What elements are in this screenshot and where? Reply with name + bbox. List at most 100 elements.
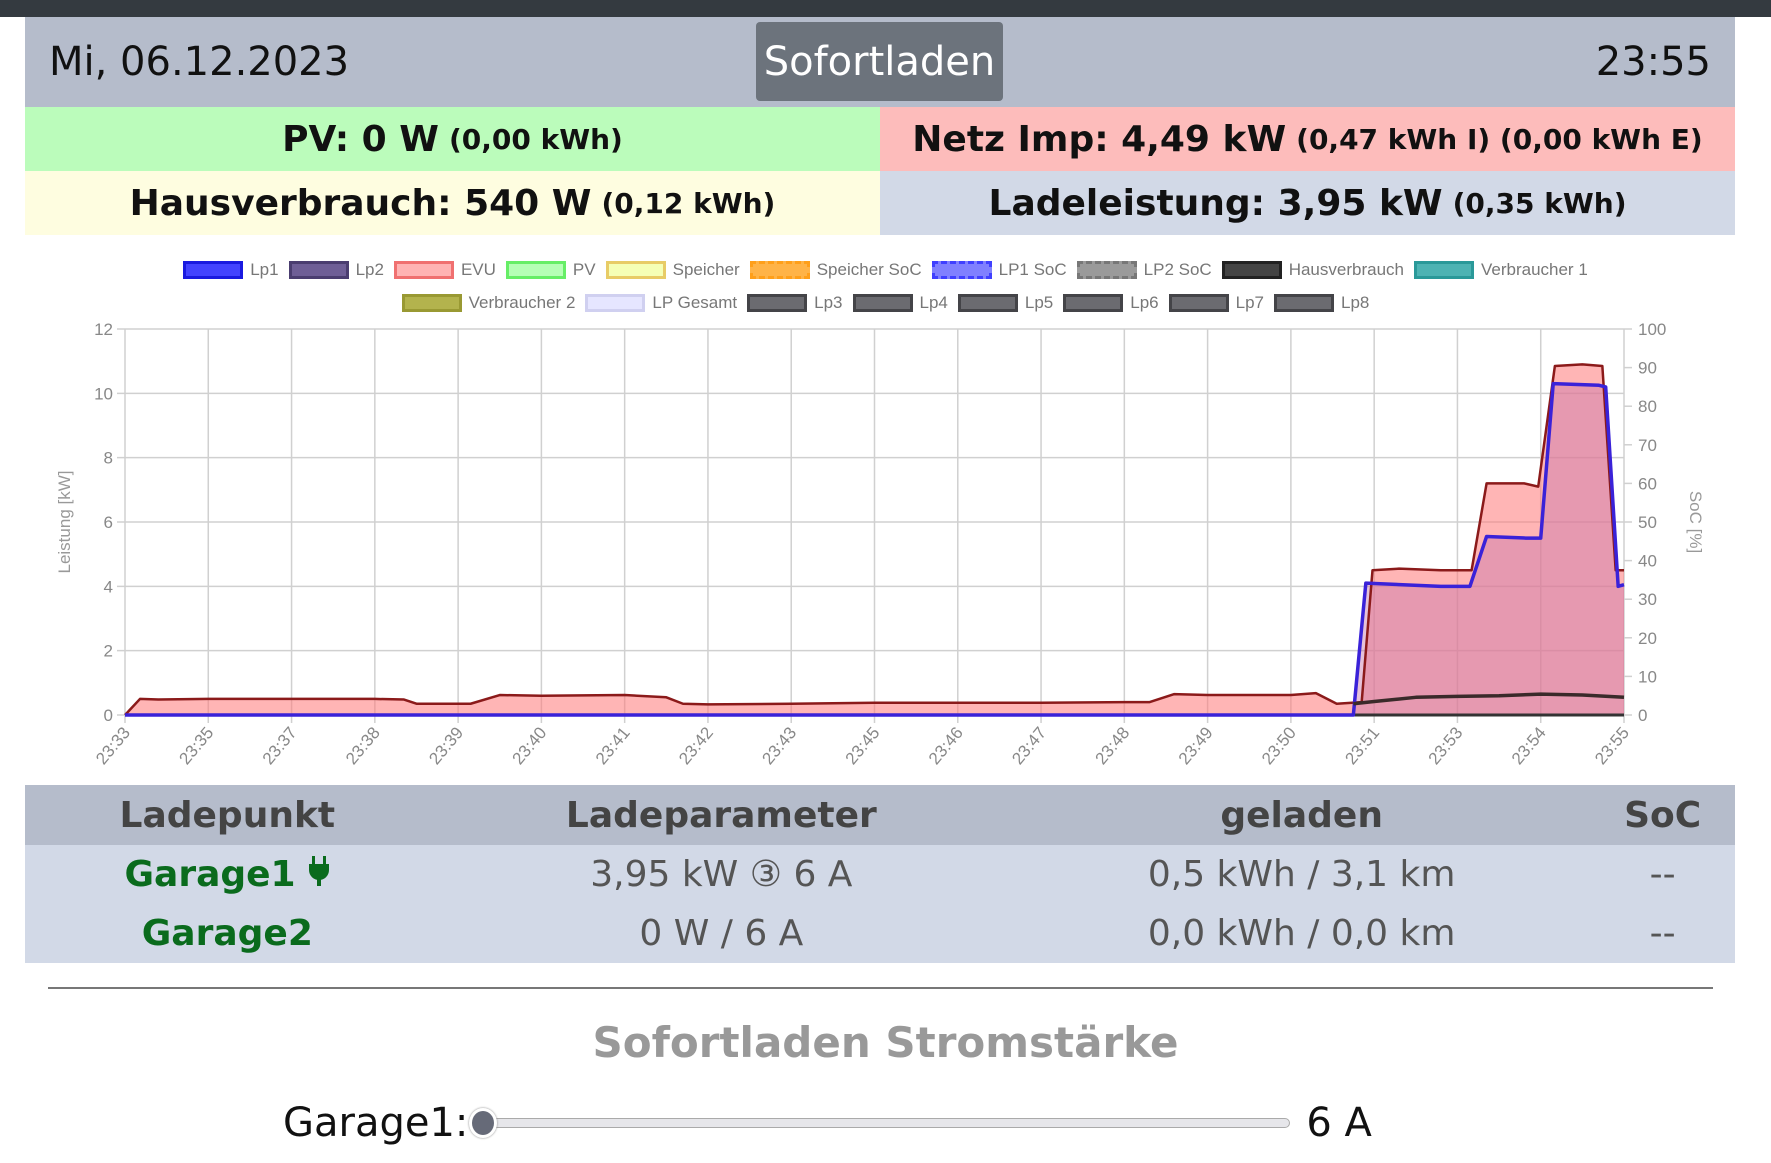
y2-tick-label: 20 <box>1638 629 1657 648</box>
soc-value: -- <box>1590 904 1735 963</box>
y-axis-label: Leistung [kW] <box>55 471 74 574</box>
legend-item[interactable]: LP2 SoC <box>1076 260 1212 280</box>
pv-energy: (0,00 kWh) <box>448 122 623 156</box>
legend-label: Verbraucher 1 <box>1480 260 1588 279</box>
legend-item[interactable]: Verbraucher 2 <box>401 293 576 313</box>
x-tick-label: 23:54 <box>1508 723 1550 768</box>
col-geladen: geladen <box>1013 785 1591 845</box>
legend-item[interactable]: Speicher <box>605 260 740 280</box>
legend-item[interactable]: Lp7 <box>1168 293 1265 313</box>
y2-tick-label: 40 <box>1638 552 1657 571</box>
soc-value: -- <box>1590 845 1735 904</box>
charged-amount: 0,5 kWh / 3,1 km <box>1013 845 1591 904</box>
chargepoint-name[interactable]: Garage1 <box>25 845 430 904</box>
legend-label: Verbraucher 2 <box>468 293 576 312</box>
y2-axis-label: SoC [%] <box>1686 491 1705 553</box>
legend-item[interactable]: PV <box>505 260 596 280</box>
x-tick-label: 23:47 <box>1008 723 1050 768</box>
legend-label: Lp1 <box>250 260 279 279</box>
legend-item[interactable]: Lp2 <box>288 260 384 280</box>
legend-item[interactable]: Lp4 <box>852 293 948 313</box>
chargepoint-name[interactable]: Garage2 <box>25 904 430 963</box>
x-tick-label: 23:38 <box>342 723 384 768</box>
divider <box>48 987 1713 989</box>
y-tick-label: 0 <box>104 706 113 725</box>
legend-label: Hausverbrauch <box>1288 260 1404 279</box>
x-tick-label: 23:51 <box>1341 723 1383 768</box>
slider-thumb[interactable] <box>469 1108 498 1138</box>
charge-value: Ladeleistung: 3,95 kW <box>988 182 1443 224</box>
legend-swatch <box>749 261 810 279</box>
legend-item[interactable]: Hausverbrauch <box>1221 260 1404 280</box>
legend-label: LP2 SoC <box>1143 260 1212 279</box>
legend-label: Lp7 <box>1235 293 1265 312</box>
legend-label: EVU <box>460 260 496 279</box>
top-bar <box>0 0 1771 17</box>
legend-swatch <box>1413 261 1474 279</box>
legend-swatch <box>1221 261 1282 279</box>
legend-item[interactable]: EVU <box>393 260 496 280</box>
charge-energy: (0,35 kWh) <box>1452 186 1627 220</box>
grid-value: Netz Imp: 4,49 kW <box>912 118 1287 160</box>
series-line-evu <box>124 363 1624 716</box>
legend-swatch <box>288 261 349 279</box>
header: Mi, 06.12.2023 Sofortladen 23:55 <box>25 17 1735 107</box>
mode-button[interactable]: Sofortladen <box>756 22 1003 101</box>
x-tick-label: 23:48 <box>1091 723 1133 768</box>
legend-item[interactable]: LP1 SoC <box>931 260 1067 280</box>
series-line-hausverbrauch <box>1353 692 1625 706</box>
date: Mi, 06.12.2023 <box>49 39 350 85</box>
y2-tick-label: 50 <box>1638 513 1657 532</box>
legend-item[interactable]: Verbraucher 1 <box>1413 260 1588 280</box>
charge-stat: Ladeleistung: 3,95 kW (0,35 kWh) <box>880 171 1735 235</box>
current-slider[interactable] <box>469 1108 1291 1138</box>
legend-label: Lp4 <box>919 293 948 312</box>
x-tick-label: 23:41 <box>592 723 634 768</box>
legend-swatch <box>585 294 646 312</box>
legend-swatch <box>747 294 808 312</box>
y-tick-label: 2 <box>104 642 113 661</box>
legend-swatch <box>1063 294 1124 312</box>
legend-item[interactable]: Lp6 <box>1063 293 1159 313</box>
legend-item[interactable]: Lp1 <box>183 260 279 280</box>
house-energy: (0,12 kWh) <box>601 186 776 220</box>
legend-label: Lp5 <box>1024 293 1054 312</box>
x-tick-label: 23:46 <box>925 723 967 768</box>
legend-swatch <box>1076 261 1137 279</box>
y-tick-label: 8 <box>104 449 113 468</box>
legend-item[interactable]: Speicher SoC <box>749 260 922 280</box>
y2-tick-label: 30 <box>1638 590 1657 609</box>
legend-swatch <box>1274 294 1335 312</box>
x-tick-label: 23:33 <box>92 723 134 768</box>
series-area-lp1 <box>125 383 1624 715</box>
y-tick-label: 6 <box>104 513 113 532</box>
x-tick-label: 23:50 <box>1258 723 1300 768</box>
legend-label: LP Gesamt <box>652 293 738 312</box>
x-tick-label: 23:49 <box>1175 723 1217 768</box>
x-tick-label: 23:42 <box>675 723 717 768</box>
series-area-evu <box>125 364 1624 715</box>
legend-swatch <box>505 261 566 279</box>
y-tick-label: 12 <box>94 320 113 339</box>
x-tick-label: 23:55 <box>1591 723 1633 768</box>
grid-stat: Netz Imp: 4,49 kW (0,47 kWh I) (0,00 kWh … <box>880 107 1735 171</box>
y2-tick-label: 60 <box>1638 474 1657 493</box>
x-tick-label: 23:45 <box>842 723 884 768</box>
legend-item[interactable]: Lp8 <box>1274 293 1369 313</box>
table-row: Garage1 3,95 kW ③ 6 A 0,5 kWh / 3,1 km -… <box>25 845 1735 904</box>
legend-label: Lp8 <box>1341 293 1370 312</box>
chart-legend-row1: Lp1 Lp2 EVU PV Speicher Speicher SoC LP1 SoC LP… <box>0 260 1771 280</box>
x-tick-label: 23:43 <box>758 723 800 768</box>
legend-item[interactable]: Lp3 <box>747 293 843 313</box>
house-stat: Hausverbrauch: 540 W (0,12 kWh) <box>25 171 880 235</box>
current-slider-row: Garage1: 6 A <box>283 1100 1372 1146</box>
legend-item[interactable]: LP Gesamt <box>585 293 737 313</box>
legend-label: LP1 SoC <box>998 260 1067 279</box>
table-row: Garage2 0 W / 6 A 0,0 kWh / 0,0 km -- <box>25 904 1735 963</box>
charged-amount: 0,0 kWh / 0,0 km <box>1013 904 1591 963</box>
x-tick-label: 23:53 <box>1425 723 1467 768</box>
legend-label: Lp6 <box>1130 293 1159 312</box>
house-value: Hausverbrauch: 540 W <box>129 182 592 224</box>
legend-label: Speicher <box>672 260 740 279</box>
legend-item[interactable]: Lp5 <box>957 293 1054 313</box>
